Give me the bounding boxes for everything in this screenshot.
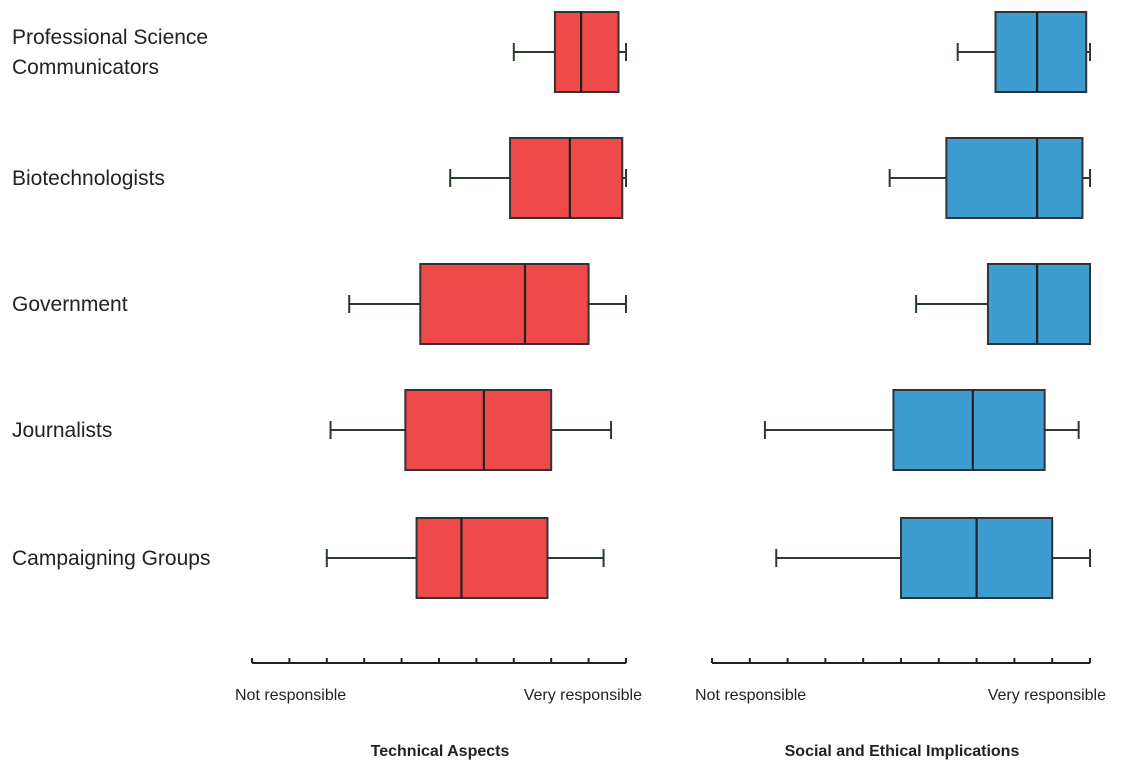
category-label-campaigning-groups: Campaigning Groups xyxy=(12,547,210,570)
category-label-government: Government xyxy=(12,293,128,316)
box-biotechnologists xyxy=(888,137,1091,219)
category-label-line: Campaigning Groups xyxy=(12,547,210,570)
iqr-box xyxy=(415,517,549,599)
box-professional-science-communicators xyxy=(512,11,627,93)
chart-panels: Not responsible Very responsible Technical… xyxy=(235,11,1106,760)
iqr-box xyxy=(994,11,1088,93)
panel-title: Technical Aspects xyxy=(371,743,510,760)
category-labels: Professional Science Communicators Biotech… xyxy=(12,26,210,570)
category-label-line: Professional Science xyxy=(12,26,208,49)
iqr-box xyxy=(553,11,620,93)
category-label-line: Biotechnologists xyxy=(12,167,165,190)
iqr-box xyxy=(509,137,624,219)
box-journalists xyxy=(329,389,613,471)
iqr-box xyxy=(892,389,1046,471)
iqr-box xyxy=(986,263,1091,345)
x-axis: Not responsible Very responsible xyxy=(235,658,642,704)
iqr-box xyxy=(404,389,553,471)
panel-technical-aspects: Not responsible Very responsible Technical… xyxy=(235,11,642,760)
box-campaigning-groups xyxy=(775,517,1091,599)
category-label-line: Communicators xyxy=(12,56,159,79)
category-label-journalists: Journalists xyxy=(12,419,112,442)
box-government xyxy=(348,263,627,345)
box-biotechnologists xyxy=(449,137,627,219)
panel-social-and-ethical-implications: Not responsible Very responsible Social an… xyxy=(695,11,1106,760)
axis-label-not-responsible: Not responsible xyxy=(235,687,346,704)
iqr-box xyxy=(945,137,1084,219)
category-label-professional-science-communicators: Professional Science Communicators xyxy=(12,26,208,79)
category-label-biotechnologists: Biotechnologists xyxy=(12,167,165,190)
axis-label-very-responsible: Very responsible xyxy=(988,687,1106,704)
box-government xyxy=(915,263,1091,345)
box-campaigning-groups xyxy=(325,517,605,599)
box-professional-science-communicators xyxy=(956,11,1091,93)
iqr-box xyxy=(419,263,590,345)
axis-label-not-responsible: Not responsible xyxy=(695,687,806,704)
panel-title: Social and Ethical Implications xyxy=(785,743,1020,760)
category-label-line: Journalists xyxy=(12,419,112,442)
x-axis: Not responsible Very responsible xyxy=(695,658,1106,704)
axis-label-very-responsible: Very responsible xyxy=(524,687,642,704)
box-journalists xyxy=(763,389,1080,471)
category-label-line: Government xyxy=(12,293,128,316)
